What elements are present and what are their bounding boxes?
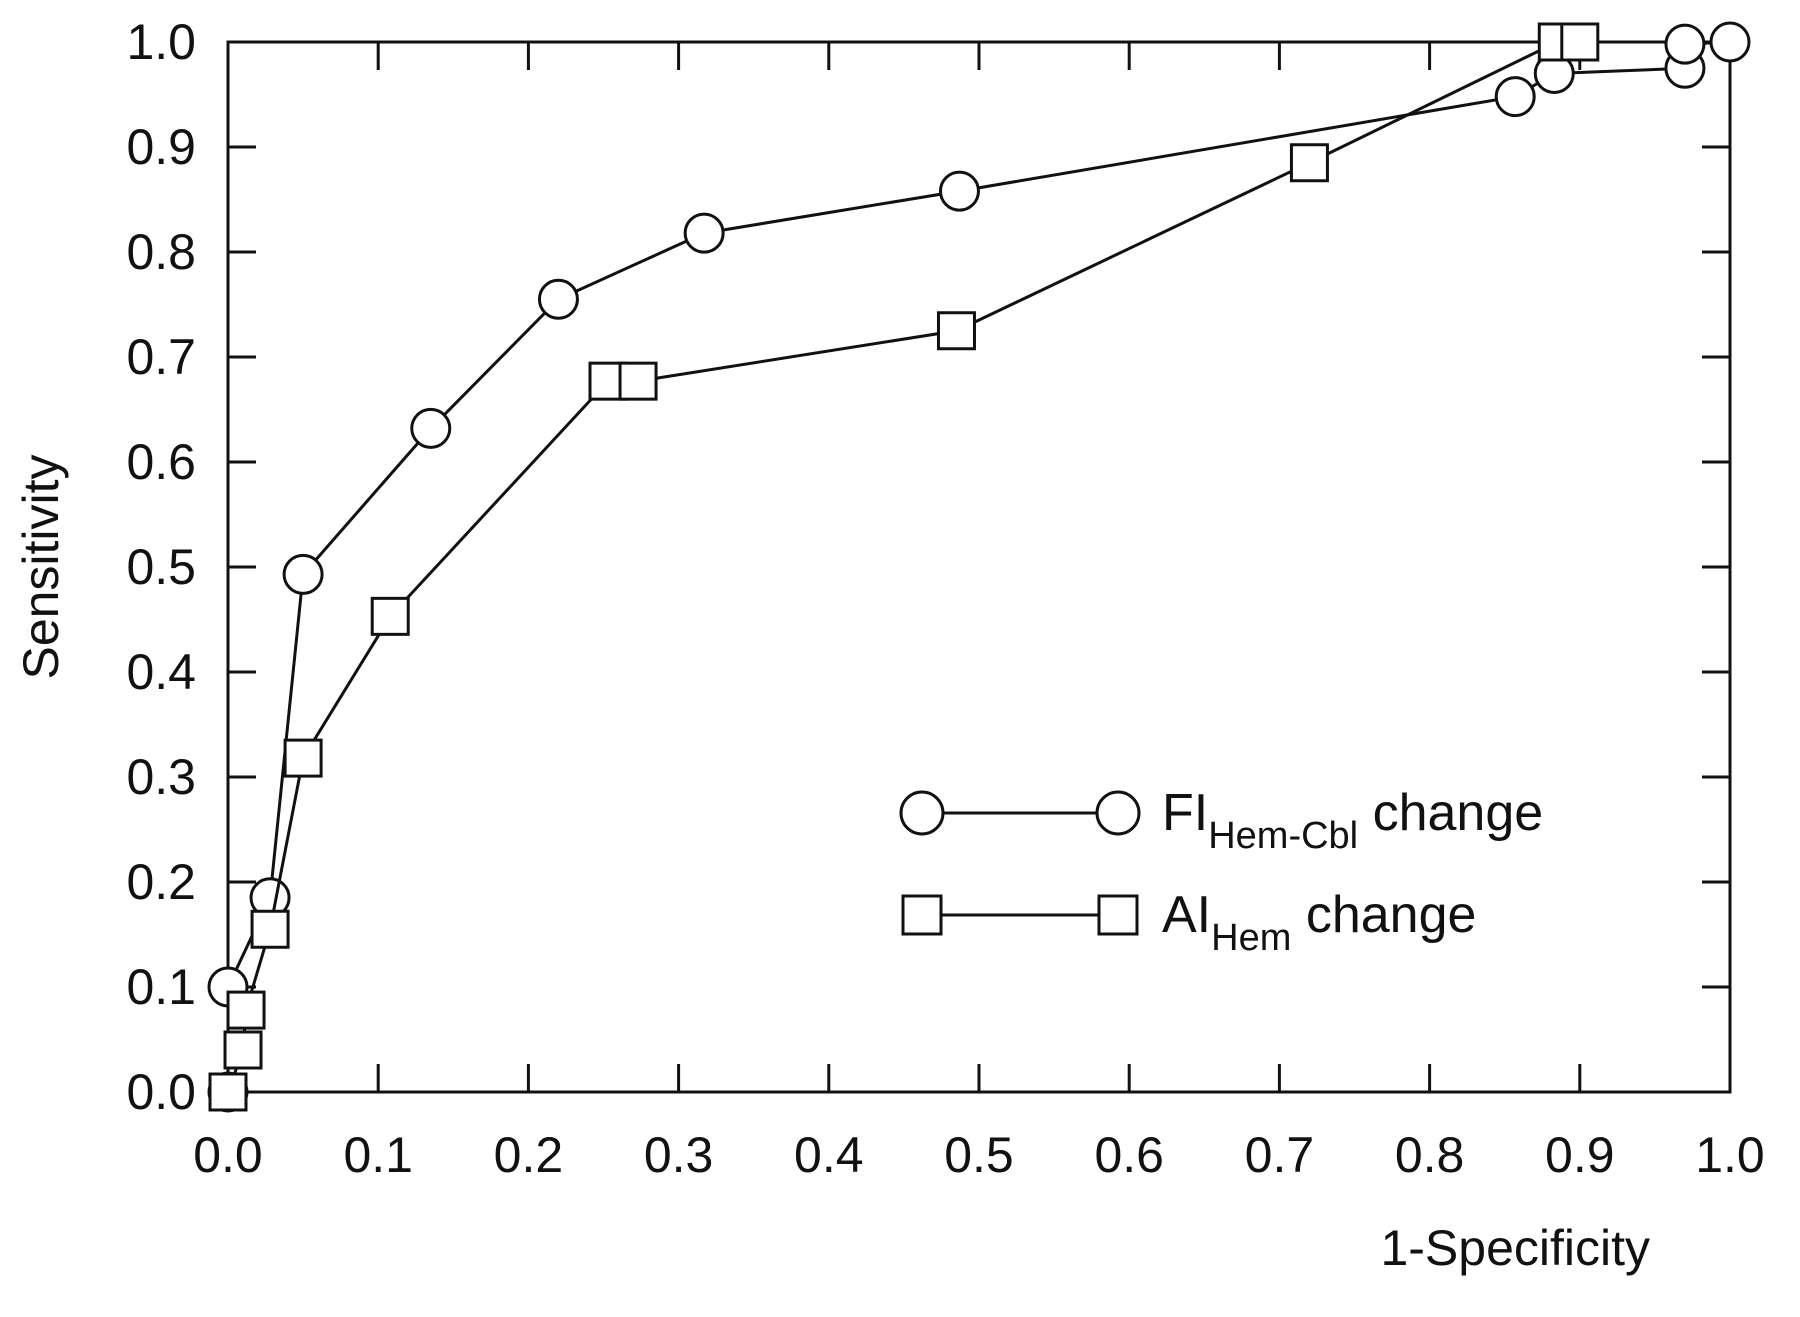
x-tick-label: 0.9 [1545, 1127, 1615, 1183]
data-point-square [1289, 143, 1329, 183]
legend-subscript: Hem [1211, 917, 1291, 959]
legend-label-ai: AIHem change [1162, 886, 1476, 959]
data-point-circle [1709, 21, 1751, 63]
y-tick-labels: 0.0 0.1 0.2 0.3 0.4 0.5 0.6 0.7 0.8 0.9 1.0 [126, 14, 196, 1120]
x-tick-label: 1.0 [1695, 1127, 1765, 1183]
data-point-square [208, 1072, 248, 1112]
y-axis-title: Sensitivity [13, 454, 69, 679]
y-tick-label: 0.6 [126, 434, 196, 490]
data-point-square [618, 361, 658, 401]
data-point-circle [683, 212, 725, 254]
y-tick-label: 0.5 [126, 539, 196, 595]
y-tick-label: 0.4 [126, 644, 196, 700]
legend-subscript: Hem-Cbl [1208, 815, 1358, 857]
series-group [207, 21, 1751, 1113]
y-tick-label: 0.0 [126, 1064, 196, 1120]
data-point-square [250, 909, 290, 949]
y-tick-label: 0.1 [126, 959, 196, 1015]
data-point-circle [282, 553, 324, 595]
data-point-circle [537, 278, 579, 320]
x-tick-label: 0.0 [193, 1127, 263, 1183]
x-tick-label: 0.1 [343, 1127, 413, 1183]
series-fi [207, 21, 1751, 1113]
data-point-square [1560, 22, 1600, 62]
legend-marker-circle [899, 790, 945, 836]
y-tick-label: 0.2 [126, 854, 196, 910]
legend-marker-square [1097, 894, 1139, 936]
y-tick-label: 1.0 [126, 14, 196, 70]
x-tick-label: 0.3 [644, 1127, 714, 1183]
x-axis-title: 1-Specificity [1380, 1220, 1650, 1276]
series-line [226, 40, 1731, 1092]
x-tick-label: 0.4 [794, 1127, 864, 1183]
legend: FIHem-Cbl change AIHem change [899, 784, 1543, 959]
data-point-square [936, 311, 976, 351]
x-tick-label: 0.7 [1245, 1127, 1315, 1183]
x-tick-label: 0.8 [1395, 1127, 1465, 1183]
legend-item-ai: AIHem change [901, 886, 1476, 959]
legend-suffix: change [1291, 886, 1476, 944]
x-tick-labels: 0.0 0.1 0.2 0.3 0.4 0.5 0.6 0.7 0.8 0.9 1.0 [193, 1127, 1765, 1183]
data-point-square [223, 1030, 263, 1070]
data-point-circle [1664, 23, 1706, 65]
data-point-square [226, 990, 266, 1030]
legend-name: AI [1162, 886, 1211, 944]
data-point-circle [1494, 76, 1536, 118]
legend-label-fi: FIHem-Cbl change [1162, 784, 1543, 857]
x-tick-label: 0.6 [1094, 1127, 1164, 1183]
data-point-circle [938, 170, 980, 212]
legend-marker-square [901, 894, 943, 936]
legend-name: FI [1162, 784, 1208, 842]
plot-frame [226, 40, 1732, 1094]
y-tick-label: 0.3 [126, 749, 196, 805]
series-ai [208, 22, 1600, 1112]
axis-ticks [226, 40, 1732, 1094]
data-point-circle [410, 407, 452, 449]
x-tick-label: 0.5 [944, 1127, 1014, 1183]
plot-border [226, 40, 1732, 1094]
data-point-square [283, 738, 323, 778]
y-tick-label: 0.8 [126, 224, 196, 280]
legend-item-fi: FIHem-Cbl change [899, 784, 1543, 857]
x-tick-label: 0.2 [494, 1127, 564, 1183]
legend-suffix: change [1358, 784, 1543, 842]
y-tick-label: 0.9 [126, 119, 196, 175]
legend-marker-circle [1095, 790, 1141, 836]
data-point-square [370, 596, 410, 636]
y-tick-label: 0.7 [126, 329, 196, 385]
